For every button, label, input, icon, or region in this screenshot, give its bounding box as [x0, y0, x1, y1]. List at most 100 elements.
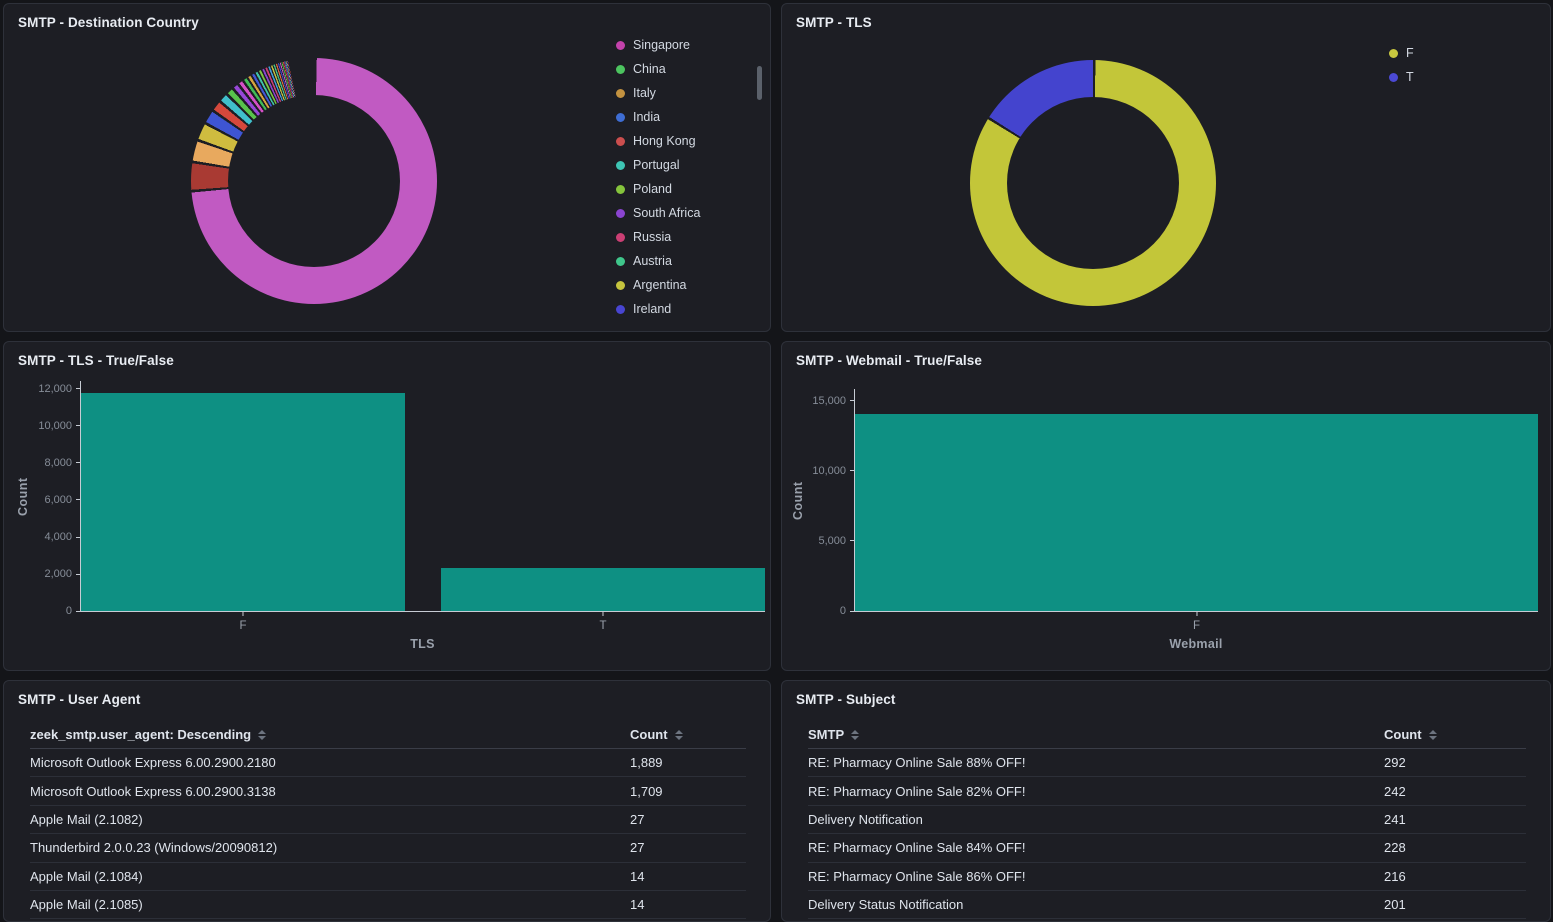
- table-row: RE: Pharmacy Online Sale 84% OFF! 228: [808, 834, 1526, 863]
- legend-item-ireland[interactable]: Ireland: [616, 297, 700, 321]
- legend-item-india[interactable]: India: [616, 105, 700, 129]
- panel-title[interactable]: SMTP - User Agent: [18, 692, 141, 707]
- legend-item-poland[interactable]: Poland: [616, 177, 700, 201]
- donut-chart-tls[interactable]: [970, 60, 1216, 306]
- legend-label: Russia: [633, 230, 672, 244]
- legend-swatch-icon: [616, 64, 625, 74]
- x-axis-title: Webmail: [1169, 637, 1223, 651]
- legend-label: T: [1406, 70, 1414, 84]
- legend-swatch-icon: [1389, 72, 1398, 82]
- cell-count: 14: [630, 897, 645, 913]
- bar-T[interactable]: [441, 568, 765, 611]
- legend-label: Singapore: [633, 38, 690, 52]
- panel-title[interactable]: SMTP - Webmail - True/False: [796, 353, 982, 368]
- cell-label: Apple Mail (2.1085): [30, 897, 143, 913]
- x-tick: F: [1193, 611, 1200, 632]
- legend-label: South Africa: [633, 206, 701, 220]
- panel-title[interactable]: SMTP - Destination Country: [18, 15, 199, 30]
- panel-title[interactable]: SMTP - Subject: [796, 692, 896, 707]
- y-tick: 8,000: [44, 457, 81, 469]
- table-row: RE: Pharmacy Online Sale 86% OFF! 216: [808, 863, 1526, 891]
- legend-item-f[interactable]: F: [1389, 41, 1414, 65]
- legend-item-t[interactable]: T: [1389, 65, 1414, 89]
- cell-label: Delivery Status Notification: [808, 897, 964, 913]
- legend-label: F: [1406, 46, 1414, 60]
- legend-item-portugal[interactable]: Portugal: [616, 153, 700, 177]
- legend-swatch-icon: [616, 232, 625, 242]
- panel-title[interactable]: SMTP - TLS: [796, 15, 872, 30]
- legend-item-argentina[interactable]: Argentina: [616, 273, 700, 297]
- table-header: zeek_smtp.user_agent: Descending Count: [30, 721, 746, 749]
- column-header-count[interactable]: Count: [630, 727, 746, 742]
- panel-smtp-subject: SMTP - Subject SMTP Count RE: Pharmacy O…: [781, 680, 1551, 922]
- y-axis-title: Count: [16, 477, 30, 516]
- x-tick: F: [239, 611, 247, 632]
- table-row: RE: Pharmacy Online Sale 88% OFF! 292: [808, 749, 1526, 778]
- legend-label: India: [633, 110, 661, 124]
- subject-table: SMTP Count RE: Pharmacy Online Sale 88% …: [808, 721, 1526, 920]
- cell-label: Apple Mail (2.1084): [30, 868, 143, 884]
- cell-count: 241: [1384, 811, 1406, 827]
- table-row: Thunderbird 2.0.0.23 (Windows/20090812) 2…: [30, 834, 746, 863]
- sort-icon: [674, 729, 683, 740]
- legend-label: Portugal: [633, 158, 680, 172]
- cell-count: 14: [630, 868, 645, 884]
- legend-label: Poland: [633, 182, 672, 196]
- table-row: RE: Pharmacy Online Sale 82% OFF! 242: [808, 777, 1526, 806]
- destination-country-legend: Singapore China Italy India Hong Kong Portuga…: [616, 33, 700, 321]
- y-tick: 0: [66, 605, 81, 617]
- y-tick: 5,000: [818, 535, 855, 547]
- legend-item-austria[interactable]: Austria: [616, 249, 700, 273]
- column-header-count[interactable]: Count: [1384, 727, 1526, 742]
- table-header: SMTP Count: [808, 721, 1526, 749]
- cell-count: 1,709: [630, 783, 663, 799]
- legend-swatch-icon: [616, 88, 625, 98]
- donut-chart-destination-country[interactable]: [191, 58, 437, 304]
- cell-count: 292: [1384, 755, 1406, 771]
- y-tick: 10,000: [812, 465, 855, 477]
- y-axis-title: Count: [791, 481, 805, 520]
- cell-count: 201: [1384, 897, 1406, 913]
- panel-smtp-user-agent: SMTP - User Agent zeek_smtp.user_agent: …: [3, 680, 771, 922]
- bar-chart-tls: 0 2,000 4,000 6,000 8,000 10,000 12,000 F T: [38, 381, 765, 632]
- table-row: Apple Mail (2.1085) 14: [30, 891, 746, 920]
- table-row: Delivery Notification 241: [808, 806, 1526, 835]
- panel-title[interactable]: SMTP - TLS - True/False: [18, 353, 174, 368]
- bar-F[interactable]: [81, 392, 405, 611]
- cell-count: 1,889: [630, 755, 663, 771]
- legend-item-south-africa[interactable]: South Africa: [616, 201, 700, 225]
- legend-item-singapore[interactable]: Singapore: [616, 33, 700, 57]
- legend-item-russia[interactable]: Russia: [616, 225, 700, 249]
- table-body: Microsoft Outlook Express 6.00.2900.2180…: [30, 749, 746, 920]
- user-agent-table: zeek_smtp.user_agent: Descending Count M…: [30, 721, 746, 920]
- legend-swatch-icon: [616, 40, 625, 50]
- legend-item-italy[interactable]: Italy: [616, 81, 700, 105]
- table-row: Microsoft Outlook Express 6.00.2900.2180…: [30, 749, 746, 778]
- donut-hole: [1007, 97, 1179, 269]
- y-tick: 2,000: [44, 568, 81, 580]
- table-row: Microsoft Outlook Express 6.00.2900.3138…: [30, 777, 746, 806]
- legend-item-china[interactable]: China: [616, 57, 700, 81]
- bar-F[interactable]: [855, 413, 1538, 611]
- legend-swatch-icon: [616, 208, 625, 218]
- donut-hole: [228, 95, 400, 267]
- legend-swatch-icon: [616, 304, 625, 314]
- column-header-smtp[interactable]: SMTP: [808, 727, 1384, 742]
- legend-item-hong-kong[interactable]: Hong Kong: [616, 129, 700, 153]
- x-axis-title: TLS: [410, 637, 435, 651]
- table-row: Delivery Status Notification 201: [808, 891, 1526, 920]
- cell-label: RE: Pharmacy Online Sale 84% OFF!: [808, 840, 1026, 856]
- legend-label: China: [633, 62, 666, 76]
- column-header-user-agent[interactable]: zeek_smtp.user_agent: Descending: [30, 727, 630, 742]
- cell-label: Thunderbird 2.0.0.23 (Windows/20090812): [30, 840, 278, 856]
- legend-swatch-icon: [616, 280, 625, 290]
- legend-swatch-icon: [616, 256, 625, 266]
- y-tick: 10,000: [38, 420, 81, 432]
- panel-smtp-tls-bar: SMTP - TLS - True/False Count 0 2,000 4,00…: [3, 341, 771, 671]
- panel-smtp-destination-country: SMTP - Destination Country Singapore Chin…: [3, 3, 771, 332]
- legend-swatch-icon: [616, 184, 625, 194]
- legend-swatch-icon: [1389, 48, 1398, 58]
- legend-scrollbar[interactable]: [757, 66, 762, 100]
